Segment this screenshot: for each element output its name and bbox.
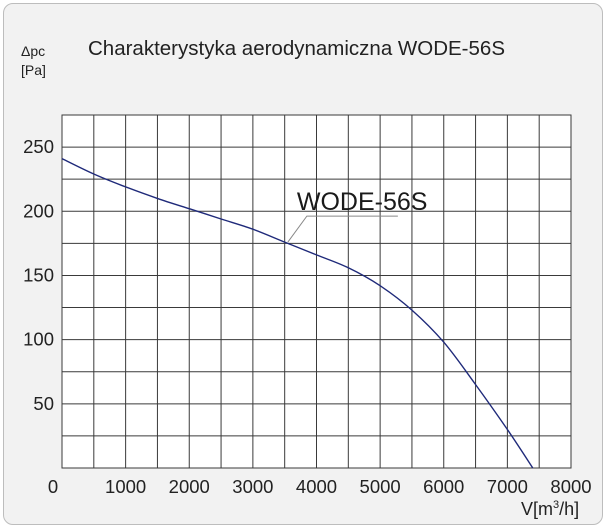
x-tick-label: 4000	[296, 476, 337, 497]
y-tick-label: 100	[23, 329, 54, 350]
x-tick-labels: 0 1000 2000 3000 4000 5000 6000 7000 8000	[48, 476, 592, 497]
series-layer	[61, 157, 534, 469]
grid	[61, 114, 572, 469]
y-tick-label: 50	[33, 393, 54, 414]
chart-panel: Charakterystyka aerodynamiczna WODE-56S …	[3, 3, 603, 525]
x-tick-label: 8000	[550, 476, 591, 497]
y-tick-label: 150	[23, 264, 54, 285]
series-label: WODE-56S	[297, 188, 428, 216]
y-tick-label: 200	[23, 200, 54, 221]
y-tick-label: 250	[23, 136, 54, 157]
x-tick-label: 6000	[423, 476, 464, 497]
x-tick-label: 3000	[232, 476, 273, 497]
annotation-layer: WODE-56S	[287, 188, 428, 243]
chart-title: Charakterystyka aerodynamiczna WODE-56S	[88, 37, 505, 60]
x-axis-label: V[m3/h]	[521, 499, 579, 519]
y-axis-unit: [Pa]	[21, 62, 46, 78]
x-tick-label: 0	[48, 476, 58, 497]
annotation-leader-line	[287, 215, 398, 243]
chart-svg: Charakterystyka aerodynamiczna WODE-56S …	[21, 37, 592, 519]
x-tick-label: 7000	[487, 476, 528, 497]
x-tick-label: 1000	[105, 476, 146, 497]
y-tick-labels: 50 100 150 200 250	[23, 136, 54, 414]
x-tick-label: 2000	[169, 476, 210, 497]
series-line	[61, 157, 534, 469]
x-tick-label: 5000	[360, 476, 401, 497]
y-axis-symbol: Δpc	[21, 43, 45, 59]
